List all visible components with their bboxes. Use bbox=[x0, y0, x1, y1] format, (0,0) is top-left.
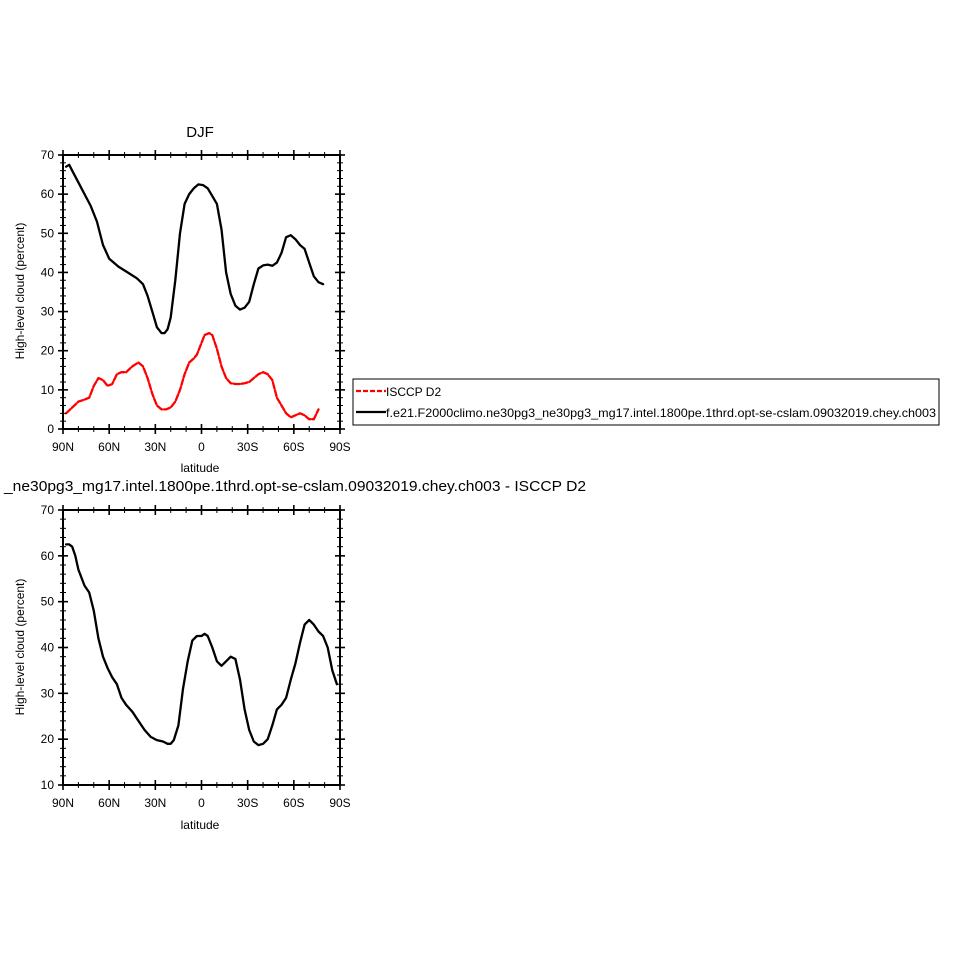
y-tick-label: 10 bbox=[41, 383, 55, 397]
y-tick-label: 70 bbox=[41, 503, 55, 517]
y-tick-label: 20 bbox=[41, 732, 55, 746]
series-line-0 bbox=[64, 331, 320, 421]
panel-difference: _ne30pg3_mg17.intel.1800pe.1thrd.opt-se-… bbox=[3, 478, 586, 832]
x-tick-label: 60N bbox=[98, 796, 120, 810]
y-tick-label: 40 bbox=[41, 641, 55, 655]
chart-title: DJF bbox=[186, 124, 214, 141]
series-line-1 bbox=[64, 163, 325, 335]
x-tick-label: 90N bbox=[52, 440, 74, 454]
y-tick-label: 70 bbox=[41, 148, 55, 162]
y-tick-label: 40 bbox=[41, 265, 55, 279]
y-tick-label: 50 bbox=[41, 226, 55, 240]
y-tick-label: 30 bbox=[41, 305, 55, 319]
legend-box bbox=[352, 378, 940, 426]
x-tick-label: 90S bbox=[329, 796, 350, 810]
legend-label-model: f.e21.F2000climo.ne30pg3_ne30pg3_mg17.in… bbox=[386, 406, 936, 420]
plot-frame bbox=[62, 154, 341, 430]
x-tick-label: 60S bbox=[283, 796, 304, 810]
x-tick-label: 60S bbox=[283, 440, 304, 454]
y-tick-label: 50 bbox=[41, 595, 55, 609]
x-tick-label: 0 bbox=[198, 796, 205, 810]
y-tick-label: 30 bbox=[41, 686, 55, 700]
x-tick-label: 30N bbox=[144, 796, 166, 810]
y-tick-label: 10 bbox=[41, 778, 55, 792]
chart-title: _ne30pg3_mg17.intel.1800pe.1thrd.opt-se-… bbox=[3, 478, 586, 495]
y-axis-label: High-level cloud (percent) bbox=[13, 223, 27, 360]
x-tick-label: 60N bbox=[98, 440, 120, 454]
x-axis-label: latitude bbox=[181, 461, 220, 475]
y-tick-label: 20 bbox=[41, 344, 55, 358]
x-tick-label: 30S bbox=[237, 796, 258, 810]
panel-djf: DJF 0 10 20 30 40 50 60 70 90N 60N 30N 0 30S 60S 90S l… bbox=[13, 124, 351, 475]
y-tick-label: 0 bbox=[47, 422, 54, 436]
y-tick-label: 60 bbox=[41, 549, 55, 563]
x-tick-label: 30S bbox=[237, 440, 258, 454]
plot-area: 0 10 20 30 40 50 60 70 90N 60N 30N 0 30S 60S 90S bbox=[41, 148, 351, 454]
x-axis-label: latitude bbox=[181, 818, 220, 832]
x-tick-label: 90N bbox=[52, 796, 74, 810]
x-tick-label: 0 bbox=[198, 440, 205, 454]
x-tick-label: 90S bbox=[329, 440, 350, 454]
legend-label-isccp: ISCCP D2 bbox=[386, 385, 441, 399]
legend: ISCCP D2 f.e21.F2000climo.ne30pg3_ne30pg… bbox=[352, 378, 940, 426]
y-axis-label: High-level cloud (percent) bbox=[13, 579, 27, 716]
series-line-0 bbox=[64, 543, 339, 747]
plot-area: 10 20 30 40 50 60 70 90N 60N 30N 0 30S 60S 90S bbox=[41, 503, 351, 810]
y-tick-label: 60 bbox=[41, 187, 55, 201]
x-tick-label: 30N bbox=[144, 440, 166, 454]
